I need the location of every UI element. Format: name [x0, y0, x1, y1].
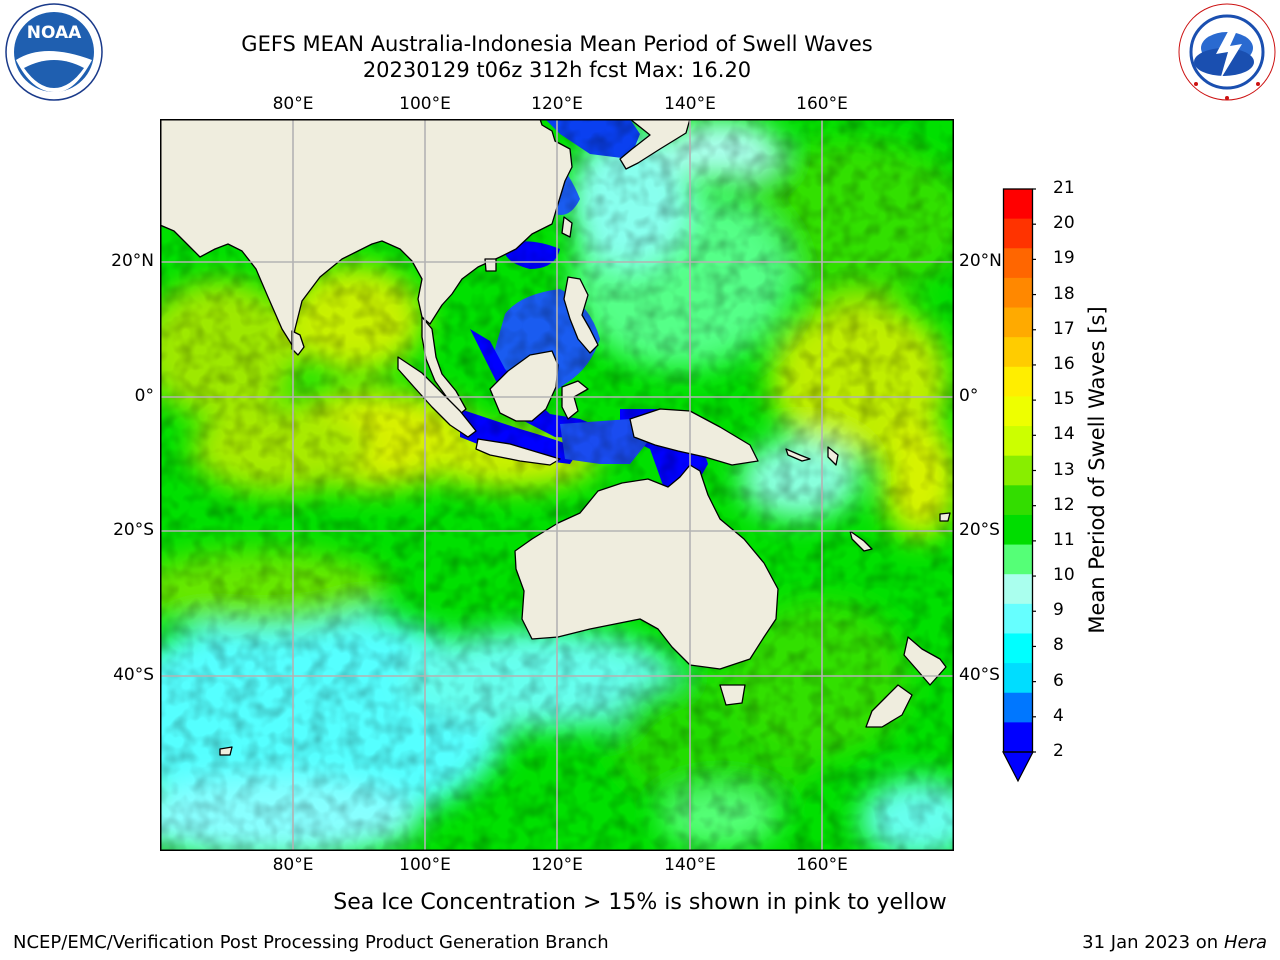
- lat-label-right-0: 0°: [959, 386, 979, 406]
- colorbar-tick-label: 18: [1053, 283, 1075, 304]
- lat-label-left-20n: 20°N: [111, 251, 154, 271]
- chart-subtitle: 20230129 t06z 312h fcst Max: 16.20: [362, 58, 752, 82]
- footer-host: Hera: [1223, 932, 1267, 953]
- colorbar-tick-label: 17: [1053, 318, 1075, 339]
- lon-label-top-160e: 160°E: [796, 94, 848, 114]
- colorbar-tick-label: 14: [1053, 424, 1075, 445]
- colorbar-tick-label: 15: [1053, 389, 1075, 410]
- sea-ice-note: Sea Ice Concentration > 15% is shown in …: [333, 890, 947, 915]
- footer-date: 31 Jan 2023 on Hera: [1082, 932, 1267, 953]
- lon-label-top-140e: 140°E: [664, 94, 716, 114]
- colorbar-cell: [1003, 722, 1033, 753]
- colorbar-cell: [1003, 485, 1033, 516]
- lon-label-bottom-160e: 160°E: [796, 855, 848, 875]
- landmass-philippines: [563, 276, 599, 354]
- landmass-sri-lanka: [291, 330, 305, 356]
- colorbar: [1002, 188, 1036, 783]
- colorbar-cell: [1003, 218, 1033, 249]
- graticule: [160, 119, 954, 851]
- colorbar-cell: [1003, 692, 1033, 723]
- map-frame: [160, 119, 954, 851]
- lon-label-bottom-120e: 120°E: [531, 855, 583, 875]
- colorbar-label: Mean Period of Swell Waves [s]: [1085, 306, 1109, 634]
- lon-label-top-120e: 120°E: [531, 94, 583, 114]
- footer-credit: NCEP/EMC/Verification Post Processing Pr…: [13, 932, 609, 953]
- colorbar-cell: [1003, 337, 1033, 368]
- colorbar-cell: [1003, 307, 1033, 338]
- landmass-asia: [160, 119, 573, 346]
- colorbar-tick-label: 20: [1053, 213, 1075, 234]
- lon-label-bottom-80e: 80°E: [272, 855, 314, 875]
- landmass-new-guinea: [629, 408, 759, 466]
- lon-label-top-80e: 80°E: [272, 94, 314, 114]
- colorbar-tick-label: 16: [1053, 353, 1075, 374]
- colorbar-tick-label: 10: [1053, 565, 1075, 586]
- colorbar-cell: [1003, 455, 1033, 486]
- landmass-kerguelen: [219, 746, 233, 756]
- colorbar-tick-label: 8: [1053, 635, 1064, 656]
- colorbar-tick-label: 21: [1053, 178, 1075, 198]
- footer-date-text: 31 Jan 2023 on: [1082, 932, 1224, 953]
- colorbar-cell: [1003, 366, 1033, 397]
- colorbar-cell: [1003, 663, 1033, 694]
- lat-label-right-20s: 20°S: [959, 520, 1000, 540]
- lat-label-left-40s: 40°S: [113, 665, 154, 685]
- colorbar-tick-label: 13: [1053, 459, 1075, 480]
- noaa-logo-text: NOAA: [27, 23, 82, 43]
- lat-label-right-20n: 20°N: [959, 251, 1002, 271]
- lat-label-right-40s: 40°S: [959, 665, 1000, 685]
- lon-label-bottom-140e: 140°E: [664, 855, 716, 875]
- colorbar-tick-label: 2: [1053, 741, 1064, 761]
- colorbar-cell: [1003, 189, 1033, 220]
- lat-label-left-20s: 20°S: [113, 520, 154, 540]
- colorbar-cell: [1003, 544, 1033, 575]
- colorbar-tick-label: 6: [1053, 670, 1064, 691]
- colorbar-tick-label: 12: [1053, 494, 1075, 515]
- lon-label-bottom-100e: 100°E: [399, 855, 451, 875]
- lat-label-left-0: 0°: [134, 386, 154, 406]
- colorbar-cell: [1003, 574, 1033, 605]
- colorbar-tick-label: 19: [1053, 248, 1075, 269]
- colorbar-tick-label: 11: [1053, 529, 1075, 550]
- colorbar-cell: [1003, 514, 1033, 546]
- nws-logo: [1178, 3, 1276, 101]
- map-panel: [160, 119, 954, 851]
- landmass-java: [475, 438, 561, 466]
- landmass-tasmania: [719, 684, 746, 706]
- colorbar-tick-label: 9: [1053, 600, 1064, 621]
- landmass-japan: [619, 119, 691, 170]
- colorbar-cell: [1003, 396, 1033, 427]
- colorbar-cell: [1003, 248, 1033, 279]
- colorbar-cell: [1003, 633, 1033, 664]
- colorbar-tick-label: 4: [1053, 705, 1064, 726]
- landmass-borneo: [489, 350, 559, 422]
- colorbar-cell: [1003, 277, 1033, 309]
- landmass-australia: [514, 464, 779, 670]
- colorbar-cell: [1003, 426, 1033, 457]
- landmass-new-zealand-south: [865, 684, 913, 728]
- chart-title: GEFS MEAN Australia-Indonesia Mean Perio…: [241, 32, 873, 56]
- colorbar-cell: [1003, 603, 1033, 634]
- colorbar-extend-arrow: [1002, 751, 1034, 783]
- lon-label-top-100e: 100°E: [399, 94, 451, 114]
- noaa-logo: NOAA: [5, 3, 103, 101]
